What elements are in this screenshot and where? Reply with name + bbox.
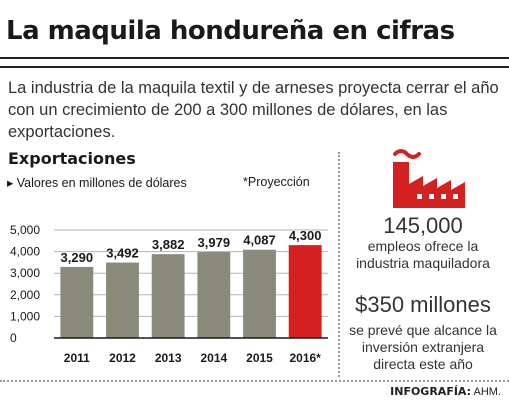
factory-icon — [393, 149, 465, 208]
x-tick-label: 2014 — [200, 351, 227, 365]
y-tick-label: 5,000 — [10, 223, 40, 237]
page-title: La maquila hondureña en cifras — [6, 16, 455, 46]
bar-2012 — [106, 262, 139, 338]
bar-value-label: 3,290 — [61, 250, 94, 265]
title-rule-lower — [0, 66, 509, 68]
projection-note: *Proyección — [243, 175, 310, 189]
chart-title: Exportaciones — [8, 149, 136, 168]
y-tick-label: 3,000 — [10, 266, 40, 280]
bar-2015 — [243, 249, 276, 338]
investment-value: $350 millones — [355, 292, 491, 317]
bar-value-label: 4,300 — [289, 228, 322, 243]
x-tick-label: 2012 — [109, 351, 136, 365]
employment-value: 145,000 — [383, 213, 463, 238]
x-tick-label: 2011 — [64, 351, 90, 365]
title-rule — [0, 57, 509, 59]
chart-units: ▸ Valores en millones de dólares — [7, 176, 187, 190]
credit: INFOGRAFÍA: AHM. — [390, 385, 501, 398]
bar-value-label: 3,882 — [152, 237, 185, 252]
employment-description: empleos ofrece la industria maquiladora — [356, 238, 490, 271]
y-tick-label: 1,000 — [10, 309, 40, 323]
x-tick-label: 2015 — [246, 351, 273, 365]
credit-author: AHM. — [473, 386, 502, 398]
y-tick-label: 4,000 — [10, 245, 40, 259]
section-divider — [338, 152, 340, 377]
bar-2016* — [288, 245, 322, 338]
y-tick-label: 0 — [10, 331, 17, 345]
investment-description: se prevé que alcance la inversión extran… — [349, 322, 497, 372]
bar-value-label: 3,492 — [106, 246, 139, 261]
intro-text: La industria de la maquila textil y de a… — [8, 79, 499, 141]
bar-value-label: 4,087 — [243, 233, 276, 248]
exports-bar-chart: 0 1,000 2,000 3,000 4,000 5,000 3,290 2011 3,492… — [10, 223, 328, 365]
y-tick-label: 2,000 — [10, 288, 40, 302]
x-tick-label: 2013 — [155, 351, 182, 365]
credit-label: INFOGRAFÍA: — [390, 385, 472, 398]
bar-value-label: 3,979 — [198, 235, 231, 250]
x-tick-label: 2016* — [289, 351, 321, 365]
footer-divider — [0, 380, 509, 382]
bar-2013 — [151, 254, 185, 338]
bar-2014 — [197, 252, 231, 338]
bar-2011 — [60, 266, 94, 338]
